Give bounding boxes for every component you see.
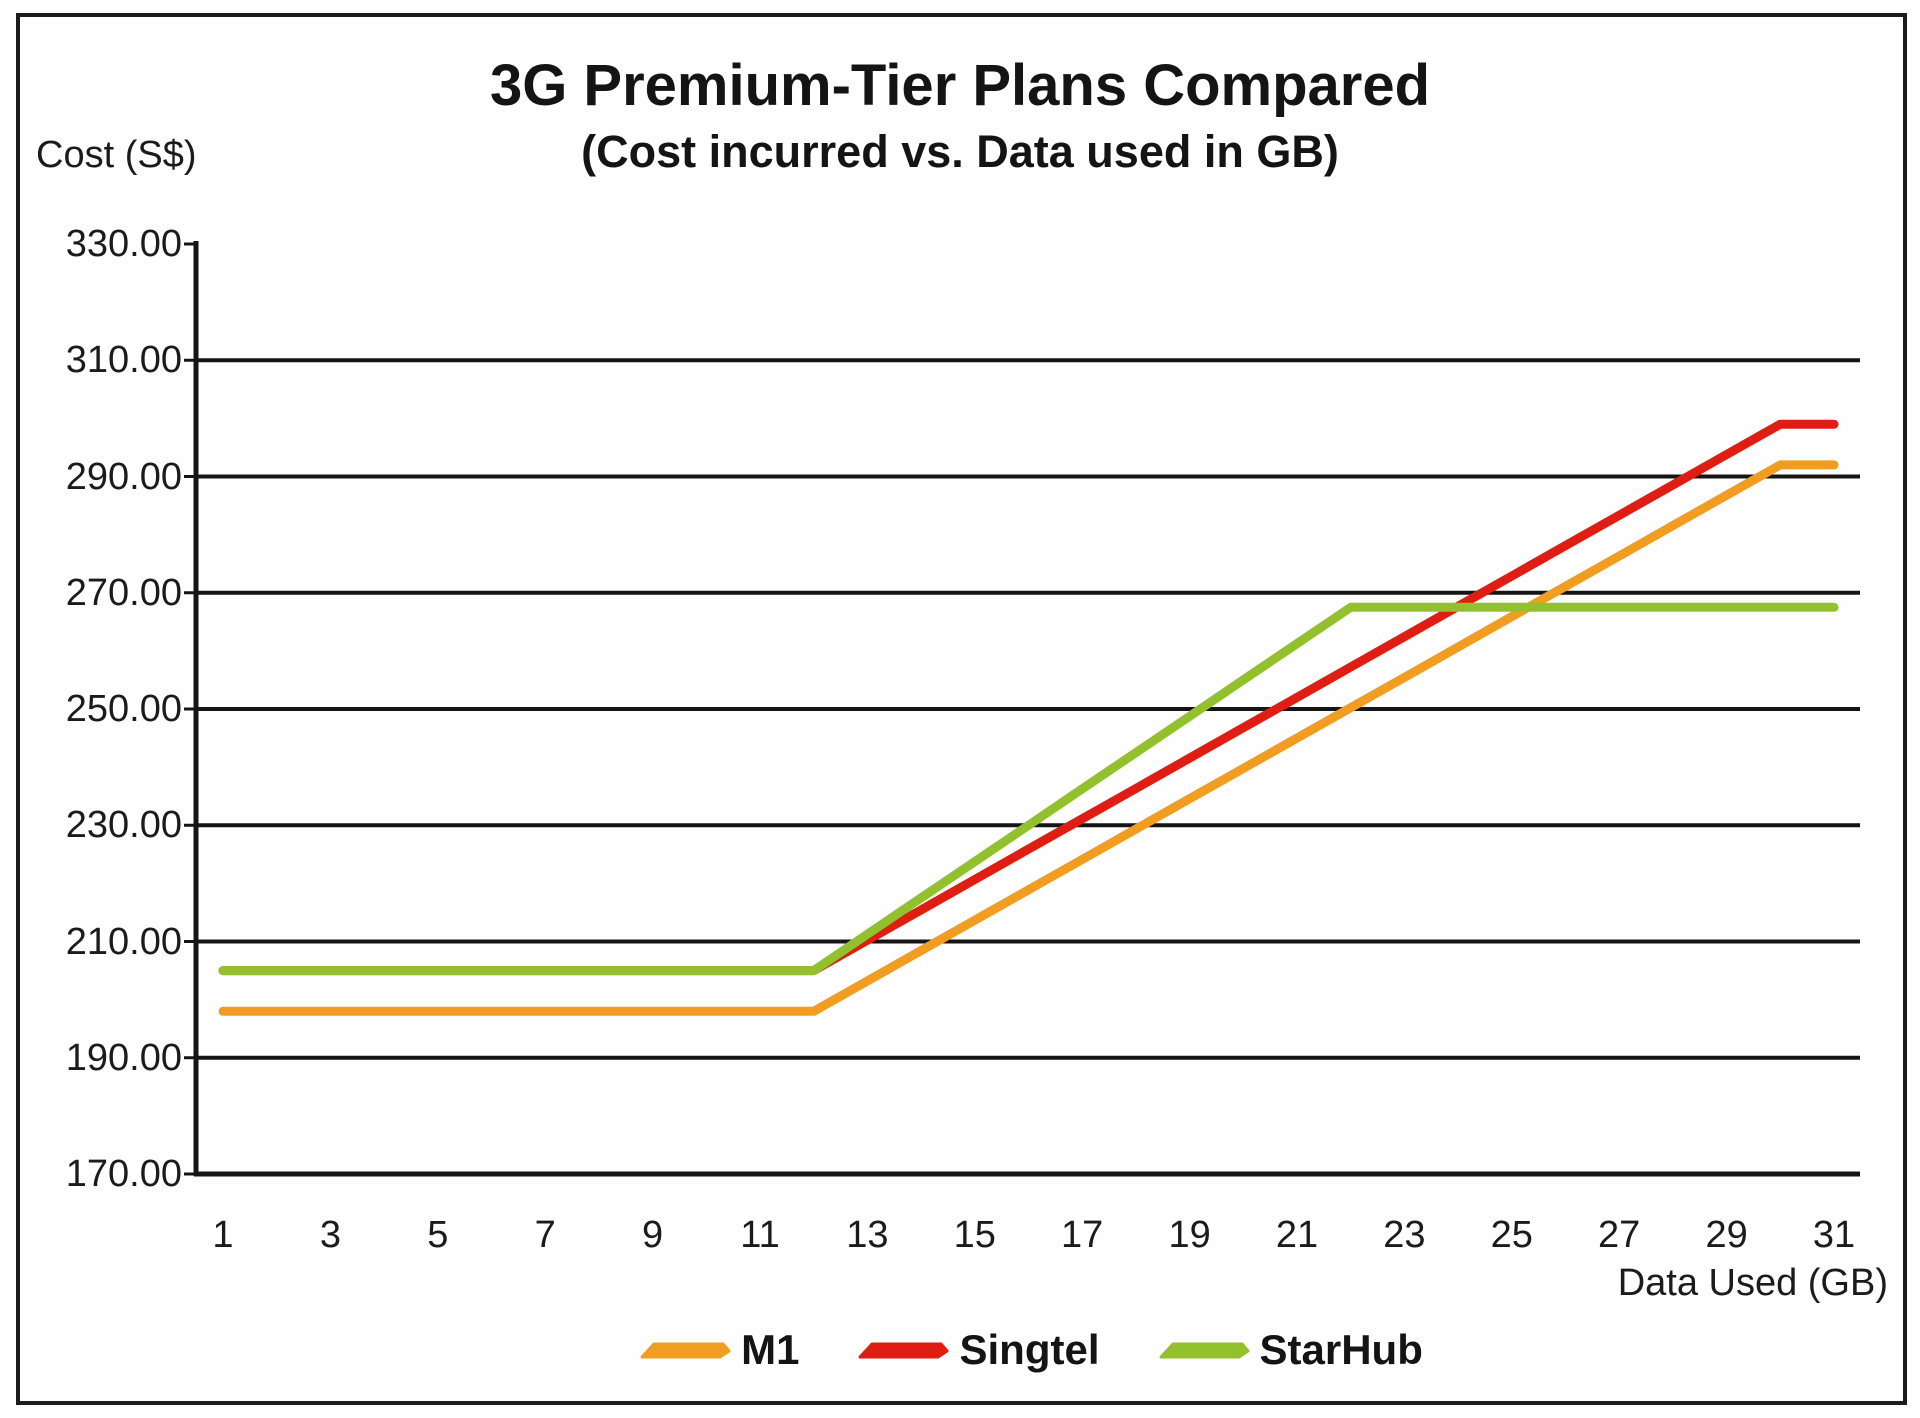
- legend-label-singtel: Singtel: [959, 1326, 1100, 1373]
- x-tick-label-11: 11: [740, 1214, 780, 1256]
- x-tick-label-23: 23: [1383, 1214, 1426, 1256]
- y-tick-label-290.00: 290.00: [65, 455, 182, 498]
- legend-swatch-m1-icon: [640, 1342, 731, 1359]
- legend-swatch-starhub-icon: [1159, 1342, 1249, 1359]
- y-tick-label-190.00: 190.00: [65, 1036, 182, 1079]
- y-axis-title: Cost (S$): [30, 134, 203, 177]
- legend-swatch-singtel-icon: [858, 1342, 949, 1359]
- chart-subtitle: (Cost incurred vs. Data used in GB): [581, 126, 1339, 177]
- x-tick-label-31: 31: [1812, 1214, 1856, 1256]
- legend-label-m1: M1: [741, 1326, 800, 1373]
- x-tick-label-5: 5: [427, 1214, 449, 1256]
- y-tick-label-210.00: 210.00: [65, 920, 182, 963]
- x-tick-label-7: 7: [534, 1214, 556, 1256]
- legend-item-singtel: Singtel: [857, 1326, 1100, 1374]
- x-tick-label-15: 15: [953, 1214, 996, 1256]
- x-tick-label-3: 3: [319, 1214, 341, 1256]
- legend-label-starhub: StarHub: [1259, 1326, 1423, 1373]
- legend-item-starhub: StarHub: [1158, 1326, 1423, 1374]
- legend-item-m1: M1: [639, 1326, 799, 1374]
- y-tick-label-270.00: 270.00: [65, 571, 182, 614]
- x-tick-label-25: 25: [1490, 1214, 1533, 1256]
- x-tick-label-1: 1: [212, 1214, 234, 1256]
- page-title: 3G Premium-Tier Plans Compared: [489, 53, 1431, 118]
- x-tick-label-21: 21: [1275, 1214, 1319, 1256]
- y-tick-label-250.00: 250.00: [65, 688, 182, 730]
- x-tick-label-29: 29: [1705, 1214, 1748, 1256]
- x-axis-title: Data Used (GB): [1617, 1262, 1888, 1304]
- x-tick-label-17: 17: [1061, 1214, 1104, 1256]
- legend-swatch-shape: [640, 1342, 731, 1359]
- legend-swatch-shape: [858, 1342, 949, 1359]
- legend: M1 Singtel StarHub: [71, 1322, 1920, 1378]
- x-tick-label-19: 19: [1168, 1214, 1211, 1256]
- x-tick-label-13: 13: [846, 1214, 889, 1256]
- y-tick-label-170.00: 170.00: [65, 1153, 182, 1195]
- series-line-starhub: [218, 602, 1839, 976]
- y-tick-label-330.00: 330.00: [65, 223, 182, 265]
- x-tick-label-27: 27: [1598, 1214, 1641, 1256]
- series-line-m1: [218, 460, 1839, 1016]
- x-tick-label-9: 9: [642, 1214, 664, 1256]
- legend-swatch-shape: [1159, 1342, 1249, 1359]
- y-tick-label-230.00: 230.00: [65, 804, 182, 847]
- y-tick-label-310.00: 310.00: [65, 339, 182, 382]
